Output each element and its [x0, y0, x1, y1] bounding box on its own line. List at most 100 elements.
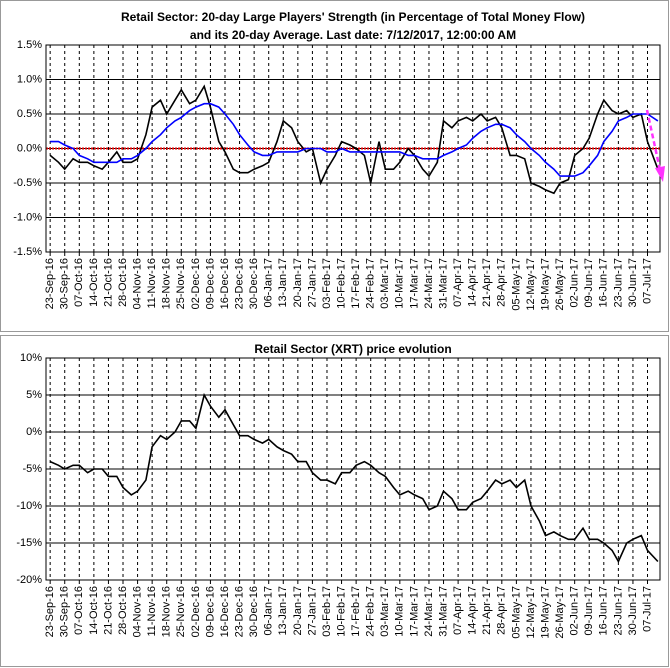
chart-title: Retail Sector (XRT) price evolution [254, 342, 451, 356]
x-tick-label: 09-Dec-16 [204, 586, 216, 637]
x-tick-label: 28-Apr-17 [496, 258, 508, 307]
x-tick-label: 21-Oct-16 [102, 586, 114, 635]
x-tick-label: 17-Mar-17 [408, 586, 420, 637]
x-tick-label: 02-Dec-16 [190, 586, 202, 637]
charts: Retail Sector: 20-day Large Players' Str… [13, 10, 661, 639]
x-tick-label: 10-Mar-17 [394, 258, 406, 309]
x-tick-label: 07-Jul-17 [641, 586, 653, 632]
plot-border [45, 357, 661, 581]
x-tick-label: 30-Dec-16 [248, 586, 260, 637]
x-tick-label: 28-Apr-17 [496, 586, 508, 635]
x-tick-label: 06-Jan-17 [263, 258, 275, 308]
y-tick-label: 0.5% [17, 108, 42, 120]
x-tick-label: 21-Oct-16 [102, 258, 114, 307]
x-tick-label: 10-Feb-17 [335, 586, 347, 637]
trend-arrow-head [655, 166, 665, 182]
y-tick-label: -5% [22, 463, 42, 475]
x-tick-label: 31-Mar-17 [437, 586, 449, 637]
x-tick-label: 04-Nov-16 [131, 258, 143, 309]
x-tick-label: 24-Feb-17 [365, 586, 377, 637]
x-tick-label: 16-Jun-17 [598, 586, 610, 636]
x-tick-label: 16-Dec-16 [219, 258, 231, 309]
x-tick-label: 16-Jun-17 [598, 258, 610, 308]
y-tick-label: -1.5% [13, 246, 42, 258]
x-tick-label: 30-Sep-16 [59, 586, 71, 637]
chart-title: Retail Sector: 20-day Large Players' Str… [121, 10, 585, 24]
x-tick-label: 23-Jun-17 [612, 258, 624, 308]
x-tick-label: 11-Nov-16 [146, 258, 158, 309]
x-tick-label: 03-Mar-17 [379, 586, 391, 637]
plot-border [45, 44, 661, 253]
x-tick-label: 14-Apr-17 [467, 586, 479, 635]
x-tick-label: 07-Apr-17 [452, 258, 464, 307]
x-tick-label: 30-Jun-17 [627, 258, 639, 308]
x-tick-label: 23-Sep-16 [44, 586, 56, 637]
x-tick-label: 02-Jun-17 [569, 258, 581, 308]
x-tick-label: 18-Nov-16 [161, 586, 173, 637]
data-line [50, 102, 659, 177]
x-tick-label: 05-May-17 [510, 258, 522, 311]
x-tick-label: 10-Mar-17 [394, 586, 406, 637]
x-tick-label: 14-Oct-16 [88, 258, 100, 307]
x-tick-label: 20-Jan-17 [292, 586, 304, 636]
y-tick-label: 10% [20, 352, 42, 364]
x-tick-label: 28-Oct-16 [117, 586, 129, 635]
x-tick-label: 03-Feb-17 [321, 258, 333, 309]
x-tick-label: 09-Jun-17 [583, 258, 595, 308]
y-tick-label: 1.0% [17, 73, 42, 85]
x-tick-label: 06-Jan-17 [263, 586, 275, 636]
x-tick-label: 09-Dec-16 [204, 258, 216, 309]
x-tick-label: 19-May-17 [539, 258, 551, 311]
x-tick-label: 17-Feb-17 [350, 258, 362, 309]
x-tick-label: 23-Dec-16 [233, 258, 245, 309]
x-tick-label: 27-Jan-17 [306, 586, 318, 636]
x-tick-label: 12-May-17 [525, 586, 537, 639]
x-tick-label: 28-Oct-16 [117, 258, 129, 307]
x-tick-label: 21-Apr-17 [481, 586, 493, 635]
chart-title: and its 20-day Average. Last date: 7/12/… [190, 28, 516, 42]
y-tick-label: -10% [16, 500, 42, 512]
x-tick-label: 20-Jan-17 [292, 258, 304, 308]
trend-arrow [645, 109, 662, 171]
y-tick-label: 0.0% [17, 142, 42, 154]
x-tick-label: 12-May-17 [525, 258, 537, 311]
x-tick-label: 02-Jun-17 [569, 586, 581, 636]
x-tick-label: 26-May-17 [554, 586, 566, 639]
x-tick-label: 07-Apr-17 [452, 586, 464, 635]
data-line [49, 392, 659, 564]
x-tick-label: 18-Nov-16 [161, 258, 173, 309]
y-tick-label: -1.0% [13, 211, 42, 223]
y-tick-label: -15% [16, 537, 42, 549]
x-tick-label: 03-Feb-17 [321, 586, 333, 637]
x-tick-label: 21-Apr-17 [481, 258, 493, 307]
x-tick-label: 23-Jun-17 [612, 586, 624, 636]
x-tick-label: 07-Oct-16 [73, 258, 85, 307]
x-tick-label: 30-Dec-16 [248, 258, 260, 309]
x-tick-label: 23-Dec-16 [233, 586, 245, 637]
x-tick-label: 16-Dec-16 [219, 586, 231, 637]
y-tick-label: 1.5% [17, 39, 42, 51]
x-tick-label: 04-Nov-16 [131, 586, 143, 637]
x-tick-label: 24-Mar-17 [423, 586, 435, 637]
x-tick-label: 23-Sep-16 [44, 258, 56, 309]
x-tick-label: 02-Dec-16 [190, 258, 202, 309]
x-tick-label: 27-Jan-17 [306, 258, 318, 308]
x-tick-label: 24-Feb-17 [365, 258, 377, 309]
x-tick-label: 13-Jan-17 [277, 586, 289, 636]
x-tick-label: 24-Mar-17 [423, 258, 435, 309]
y-tick-label: 0% [26, 426, 42, 438]
x-tick-label: 07-Jul-17 [641, 258, 653, 304]
x-tick-label: 30-Sep-16 [59, 258, 71, 309]
x-tick-label: 03-Mar-17 [379, 258, 391, 309]
x-tick-label: 26-May-17 [554, 258, 566, 311]
x-tick-label: 31-Mar-17 [437, 258, 449, 309]
x-tick-label: 30-Jun-17 [627, 586, 639, 636]
x-tick-label: 19-May-17 [539, 586, 551, 639]
x-tick-label: 14-Oct-16 [88, 586, 100, 635]
y-tick-label: -20% [16, 574, 42, 586]
x-tick-label: 05-May-17 [510, 586, 522, 639]
x-tick-label: 11-Nov-16 [146, 586, 158, 637]
x-tick-label: 10-Feb-17 [335, 258, 347, 309]
data-line [49, 84, 659, 195]
